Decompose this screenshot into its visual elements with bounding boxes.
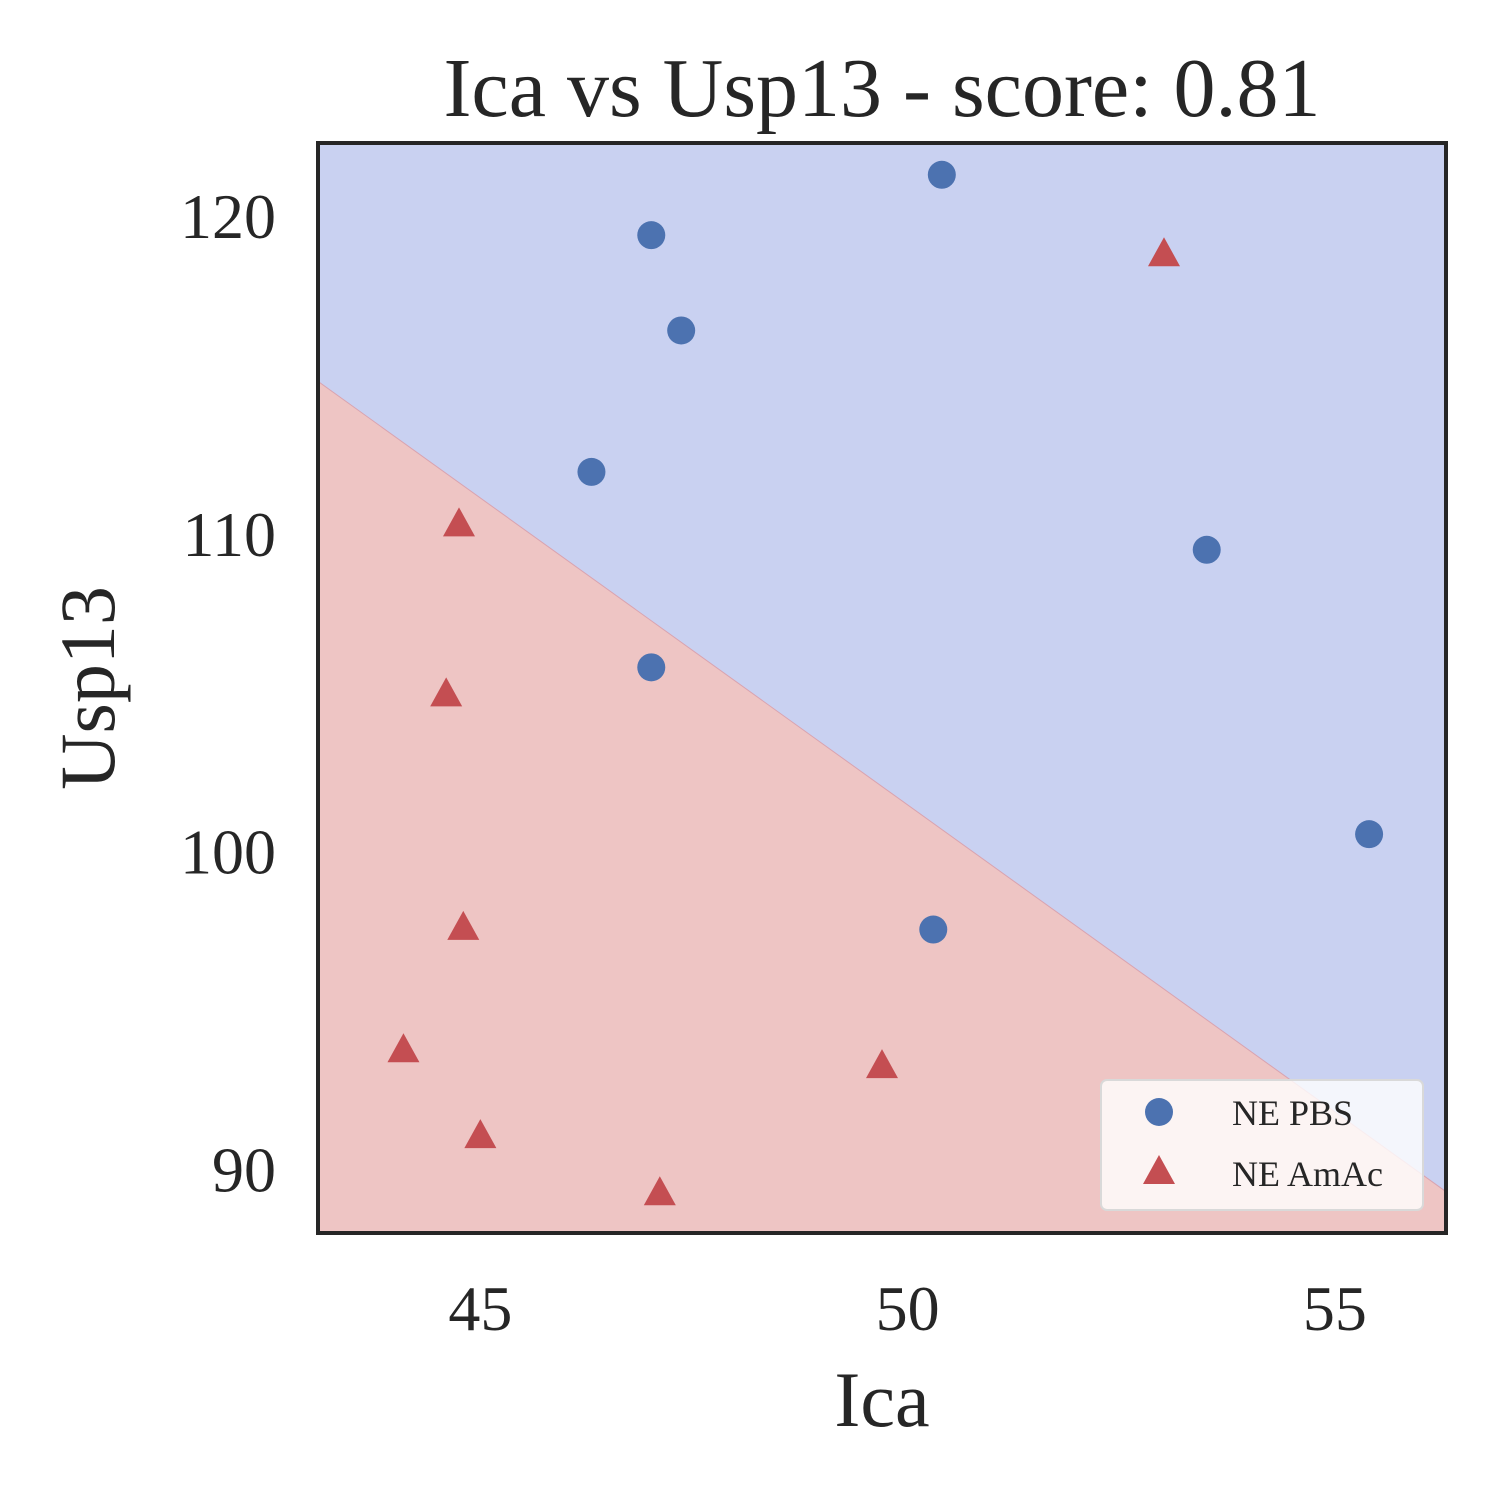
legend-label-ne-pbs: NE PBS [1232, 1093, 1353, 1133]
chart-title: Ica vs Usp13 - score: 0.81 [443, 42, 1320, 135]
point-ne-pbs-4 [1192, 535, 1221, 564]
y-axis-ticks: 90 100 110 120 [180, 181, 276, 1205]
y-tick-label-100: 100 [180, 817, 276, 888]
x-tick-label-55: 55 [1303, 1273, 1367, 1344]
point-ne-pbs-1 [637, 221, 666, 250]
region-ne-pbs [318, 143, 1446, 1192]
point-ne-pbs-6 [1355, 820, 1384, 849]
point-ne-pbs-3 [577, 457, 606, 486]
legend-box [1100, 1079, 1424, 1211]
point-ne-amac-3 [447, 910, 480, 940]
point-ne-amac-4 [387, 1033, 420, 1063]
point-ne-amac-6 [464, 1119, 497, 1149]
decision-regions [317, 143, 1447, 1233]
point-ne-pbs-7 [919, 915, 948, 944]
legend-marker-ne-amac [1143, 1155, 1175, 1184]
plot-frame [316, 141, 1448, 1235]
point-ne-amac-1 [443, 507, 475, 537]
point-ne-amac-2 [430, 677, 463, 707]
legend-marker-ne-pbs [1145, 1098, 1173, 1126]
y-tick-label-90: 90 [212, 1134, 276, 1205]
point-ne-amac-0 [1148, 237, 1180, 267]
x-tick-label-50: 50 [876, 1273, 940, 1344]
point-ne-pbs-5 [637, 653, 666, 682]
y-tick-label-110: 110 [182, 499, 276, 570]
y-tick-label-120: 120 [180, 181, 276, 252]
legend: NE PBS NE AmAc [1100, 1079, 1424, 1211]
point-ne-amac-7 [643, 1176, 676, 1206]
point-ne-pbs-0 [927, 160, 956, 189]
region-ne-amac [318, 381, 1446, 1233]
legend-label-ne-amac: NE AmAc [1232, 1154, 1383, 1194]
decision-boundary-line [317, 380, 1447, 1193]
point-ne-pbs-2 [667, 316, 696, 345]
y-axis-label: Usp13 [44, 586, 131, 790]
x-tick-label-45: 45 [448, 1273, 512, 1344]
x-axis-ticks: 45 50 55 [448, 1273, 1367, 1344]
point-ne-amac-5 [866, 1049, 898, 1079]
x-axis-label: Ica [834, 1356, 929, 1443]
data-points [387, 160, 1384, 1206]
